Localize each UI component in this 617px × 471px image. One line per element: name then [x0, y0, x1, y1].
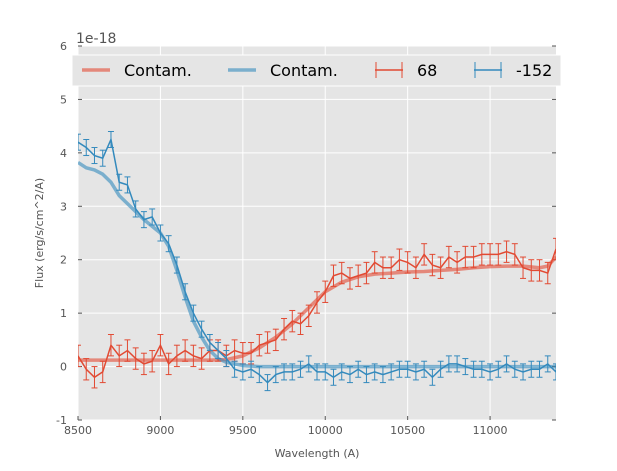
legend-label: Contam.	[124, 61, 192, 80]
legend: Contam. Contam. 68 -152	[71, 54, 562, 87]
data-line	[78, 248, 556, 379]
x-tick-label: 9500	[229, 424, 257, 437]
y-tick-label: 6	[60, 40, 67, 53]
y-tick-label: 2	[60, 254, 67, 267]
x-tick-label: 10000	[308, 424, 343, 437]
y-axis-label: Flux (erg/s/cm^2/A)	[33, 178, 46, 288]
x-tick-label: 10500	[390, 424, 425, 437]
y-tick-label: 5	[60, 93, 67, 106]
x-axis-label: Wavelength (A)	[275, 447, 360, 460]
y-tick-label: 0	[60, 361, 67, 374]
axis-ticks: 8500 9000 9500 10000 10500 11000 -1 0 1 2 3 4 5 6	[56, 40, 556, 437]
series-3	[78, 130, 556, 392]
grid	[77, 45, 556, 421]
legend-label: -152	[516, 61, 552, 80]
series-marks	[78, 130, 556, 392]
y-scale-label: 1e-18	[76, 31, 116, 47]
y-tick-label: -1	[56, 414, 67, 427]
x-tick-label: 9000	[146, 424, 174, 437]
legend-label: 68	[417, 61, 437, 80]
y-tick-label: 1	[60, 307, 67, 320]
y-tick-label: 3	[60, 200, 67, 213]
x-tick-label: 11000	[473, 424, 508, 437]
x-tick-label: 8500	[64, 424, 92, 437]
data-line	[78, 137, 556, 384]
y-tick-label: 4	[60, 147, 67, 160]
legend-label: Contam.	[270, 61, 338, 80]
